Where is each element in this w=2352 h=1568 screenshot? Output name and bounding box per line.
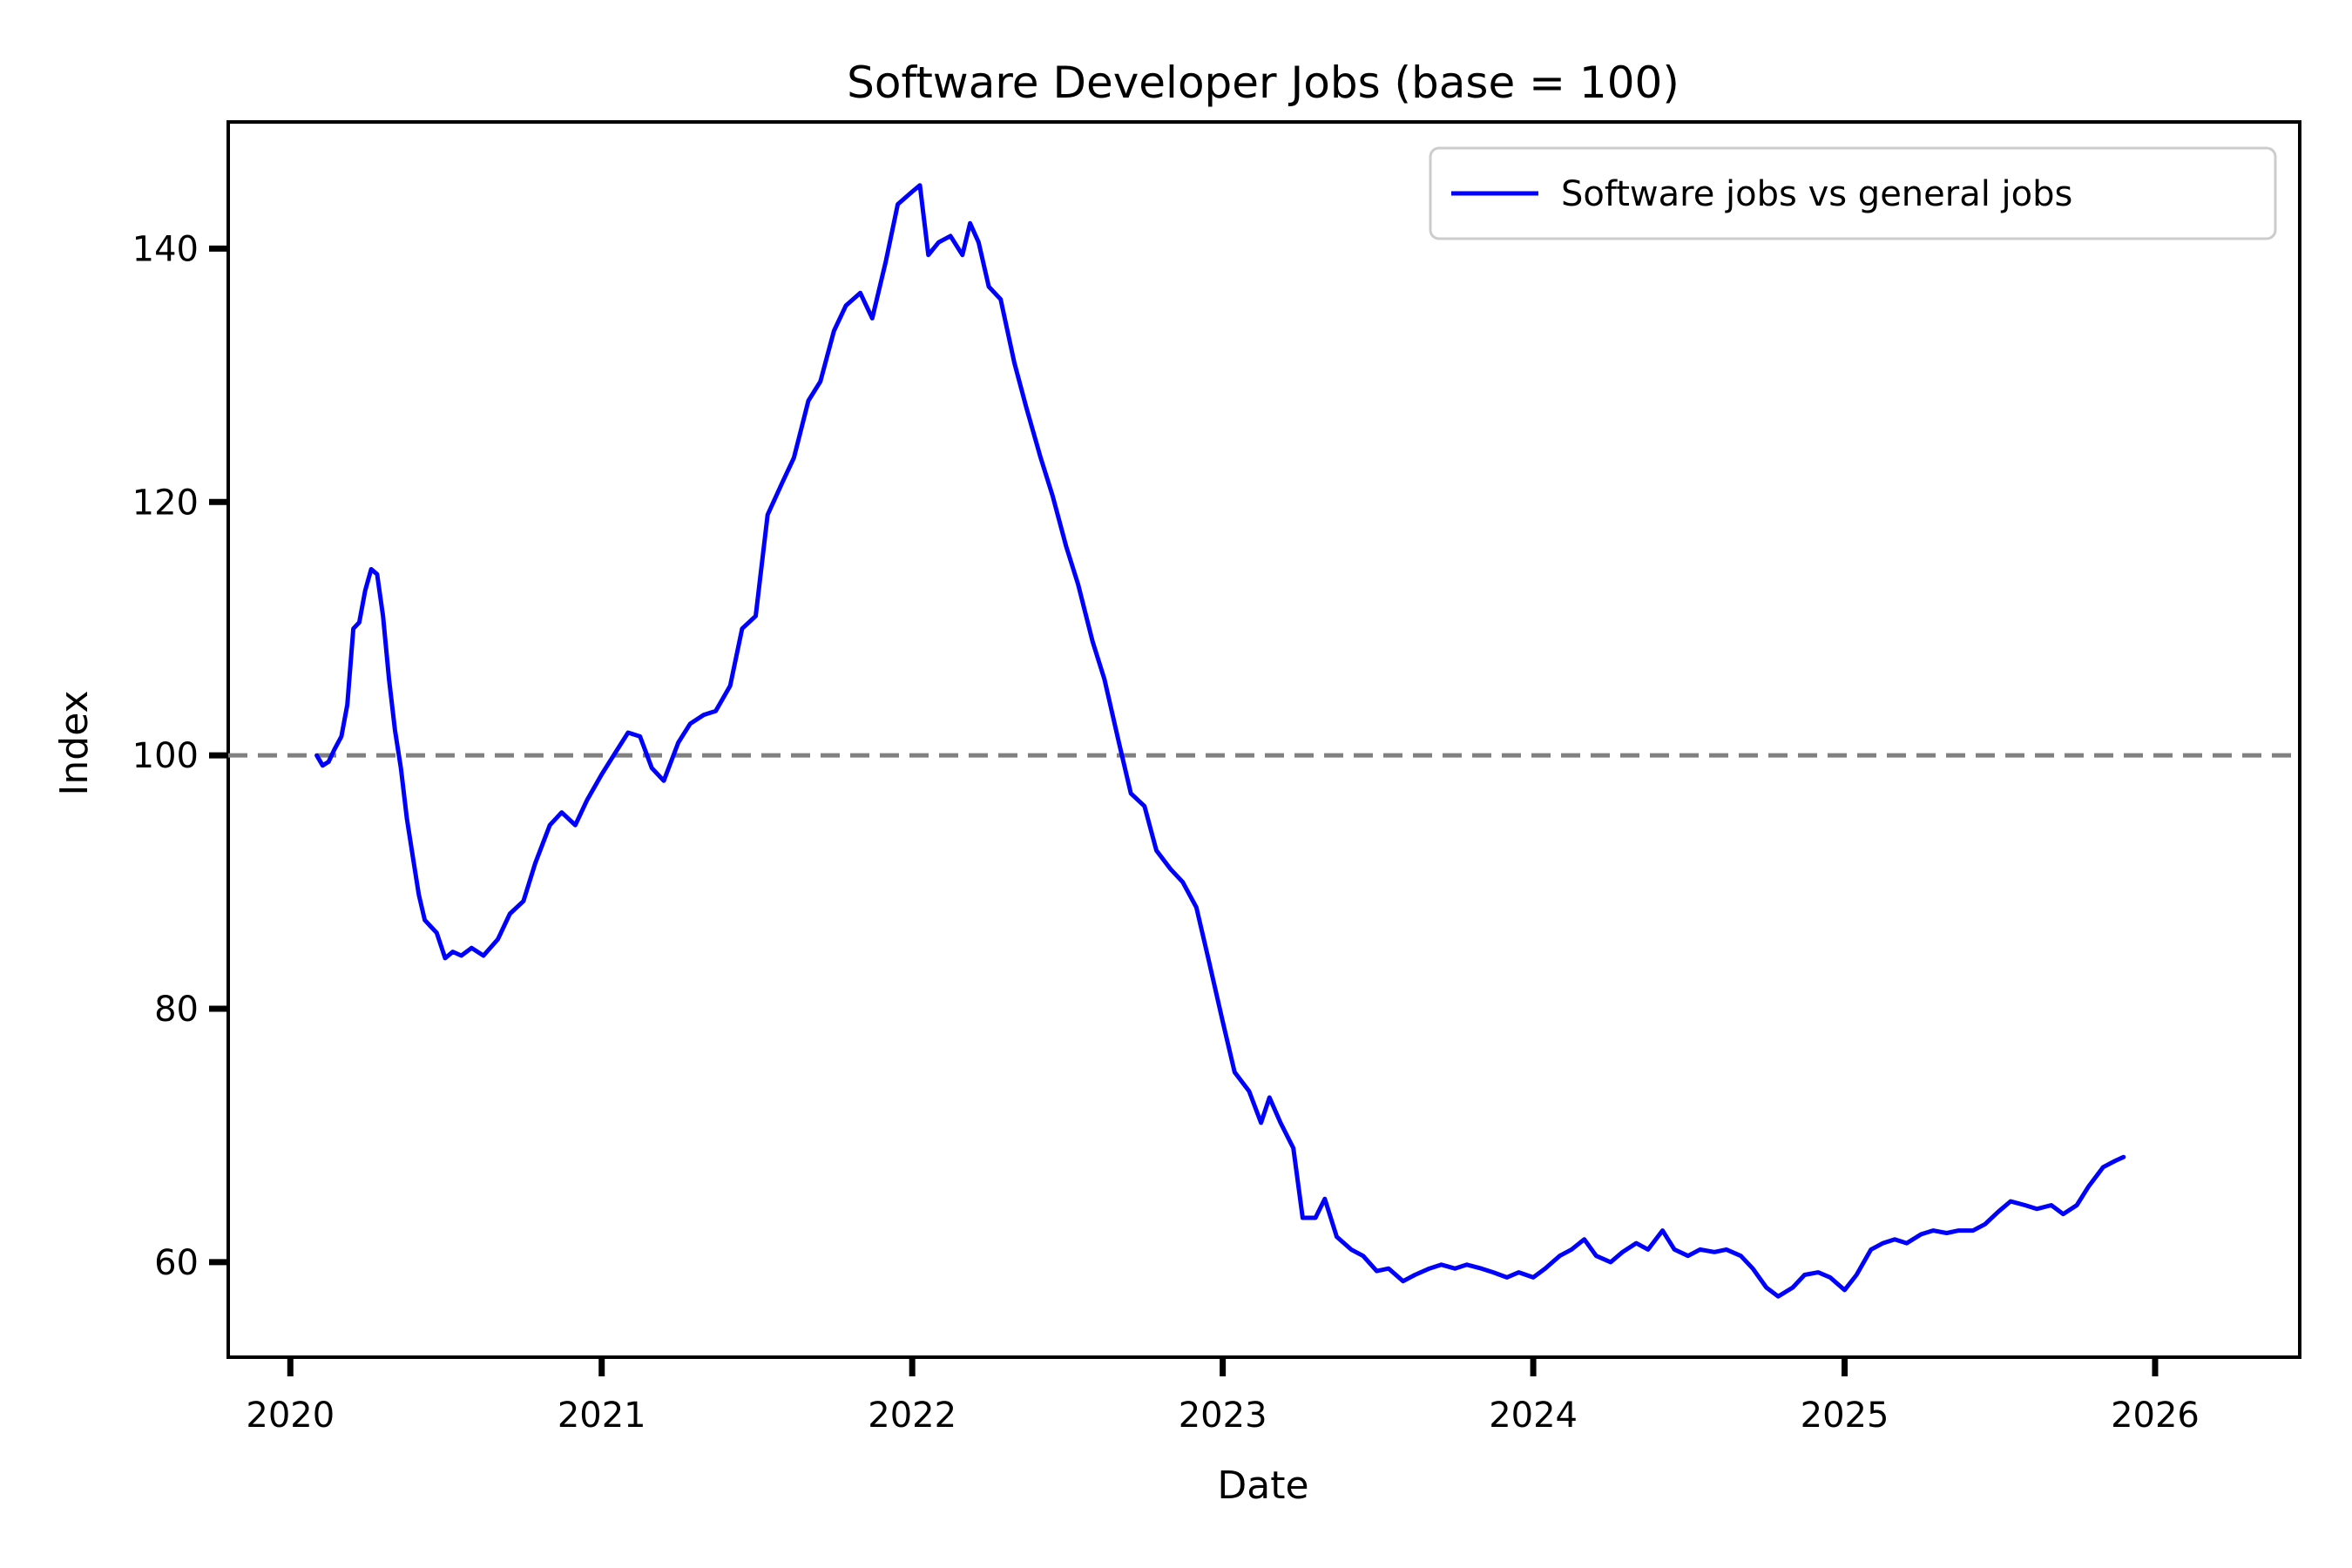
legend-box	[1429, 146, 2277, 240]
y-tick-label: 100	[132, 736, 199, 776]
y-tick-label: 140	[132, 229, 199, 269]
legend: Software jobs vs general jobs	[1429, 146, 2277, 240]
x-axis-label: Date	[1217, 1463, 1308, 1508]
x-tick-label: 2020	[246, 1396, 335, 1436]
x-tick-label: 2023	[1179, 1396, 1267, 1436]
y-tick-label: 60	[154, 1243, 199, 1283]
y-axis-label: Index	[52, 690, 97, 795]
plot-area: 60 80 100 120 140 2020 2021 2022 2023 2024 2025 202…	[132, 120, 2301, 1436]
x-tick-label: 2025	[1801, 1396, 1889, 1436]
x-tick-label: 2022	[868, 1396, 956, 1436]
chart-title: Software Developer Jobs (base = 100)	[847, 57, 1680, 108]
y-tick-label: 80	[154, 990, 199, 1030]
series-line	[314, 183, 2126, 1299]
x-tick-label: 2026	[2111, 1396, 2200, 1436]
x-tick-label: 2021	[558, 1396, 646, 1436]
y-tick-label: 120	[132, 483, 199, 523]
plot-frame	[226, 120, 2301, 1359]
x-tick-label: 2024	[1489, 1396, 1578, 1436]
legend-label: Software jobs vs general jobs	[1561, 174, 2072, 214]
